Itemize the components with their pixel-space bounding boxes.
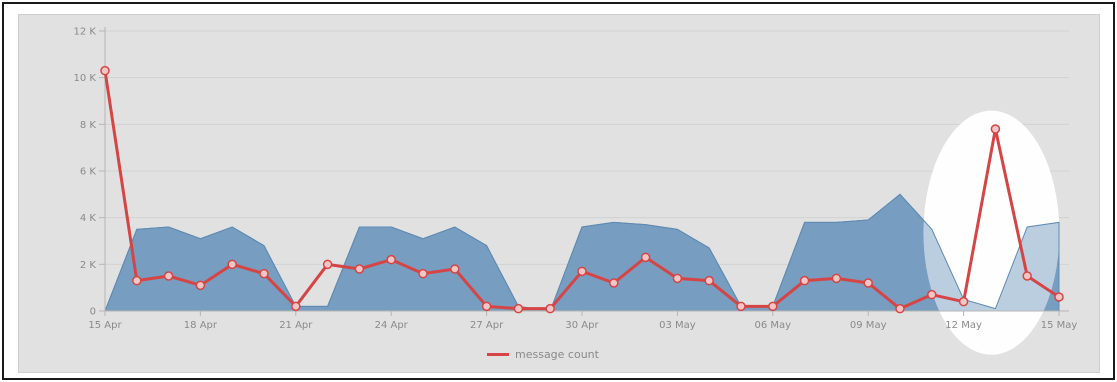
y-tick-label: 8 K <box>80 120 97 131</box>
highlight-ellipse <box>923 110 1060 355</box>
line-point <box>609 278 619 288</box>
line-point <box>132 275 142 286</box>
line-point <box>1054 292 1064 302</box>
y-tick-label: 2 K <box>80 260 97 271</box>
x-tick-label: 18 Apr <box>184 320 218 331</box>
y-tick-label: 4 K <box>80 213 97 224</box>
line-point <box>768 301 778 312</box>
line-point <box>545 303 555 314</box>
line-point <box>895 303 905 314</box>
x-tick-label: 24 Apr <box>375 320 409 331</box>
line-point <box>577 266 587 277</box>
x-tick-label: 15 Apr <box>88 320 122 331</box>
line-point <box>863 278 873 288</box>
line-point <box>640 252 651 263</box>
area-series-overlay <box>104 193 1060 312</box>
line-point <box>386 254 396 265</box>
legend-label-message-count: message count <box>515 348 600 361</box>
line-point <box>195 280 206 291</box>
line-point <box>259 268 269 279</box>
line-point <box>1022 271 1032 281</box>
line-point <box>354 264 365 274</box>
x-tick-label: 27 Apr <box>470 320 504 331</box>
legend[interactable]: message count <box>487 348 600 361</box>
line-point <box>513 303 524 314</box>
x-tick-label: 03 May <box>659 320 696 331</box>
line-point <box>163 271 174 281</box>
line-point <box>799 275 810 286</box>
line-point <box>672 273 683 284</box>
y-tick-label: 12 K <box>74 27 97 38</box>
chart-panel: 0 2 K 4 K 6 K 8 K 10 K 12 K 15 Apr 18 Apr 21 Apr 2… <box>18 14 1100 373</box>
line-series <box>100 65 1064 314</box>
line-point <box>418 268 428 279</box>
x-tick-label: 06 May <box>755 320 792 331</box>
line-point <box>704 275 714 286</box>
y-tick-label: 6 K <box>80 167 97 178</box>
line-point <box>736 301 746 312</box>
line-point <box>481 301 492 312</box>
line-point <box>322 259 333 270</box>
line-point <box>958 296 969 307</box>
line-point <box>100 65 110 76</box>
x-tick-label: 09 May <box>850 320 887 331</box>
line-point <box>831 273 842 284</box>
line-point <box>927 289 937 300</box>
x-tick-label: 15 May <box>1041 320 1078 331</box>
y-tick-label: 0 <box>90 307 96 318</box>
area-series-overlay-fill <box>104 193 1060 312</box>
line-point <box>450 264 460 274</box>
axes: 0 2 K 4 K 6 K 8 K 10 K 12 K 15 Apr 18 Apr 21 Apr 2… <box>74 27 1078 332</box>
x-tick-label: 30 Apr <box>565 320 599 331</box>
x-tick-label: 21 Apr <box>279 320 313 331</box>
message-count-chart: 0 2 K 4 K 6 K 8 K 10 K 12 K 15 Apr 18 Apr 21 Apr 2… <box>74 27 1078 362</box>
legend-swatch-message-count <box>487 353 509 356</box>
line-point <box>291 301 301 312</box>
y-tick-label: 10 K <box>74 73 97 84</box>
line-point <box>990 124 1001 134</box>
x-tick-label: 12 May <box>945 320 982 331</box>
line-point <box>227 259 237 270</box>
